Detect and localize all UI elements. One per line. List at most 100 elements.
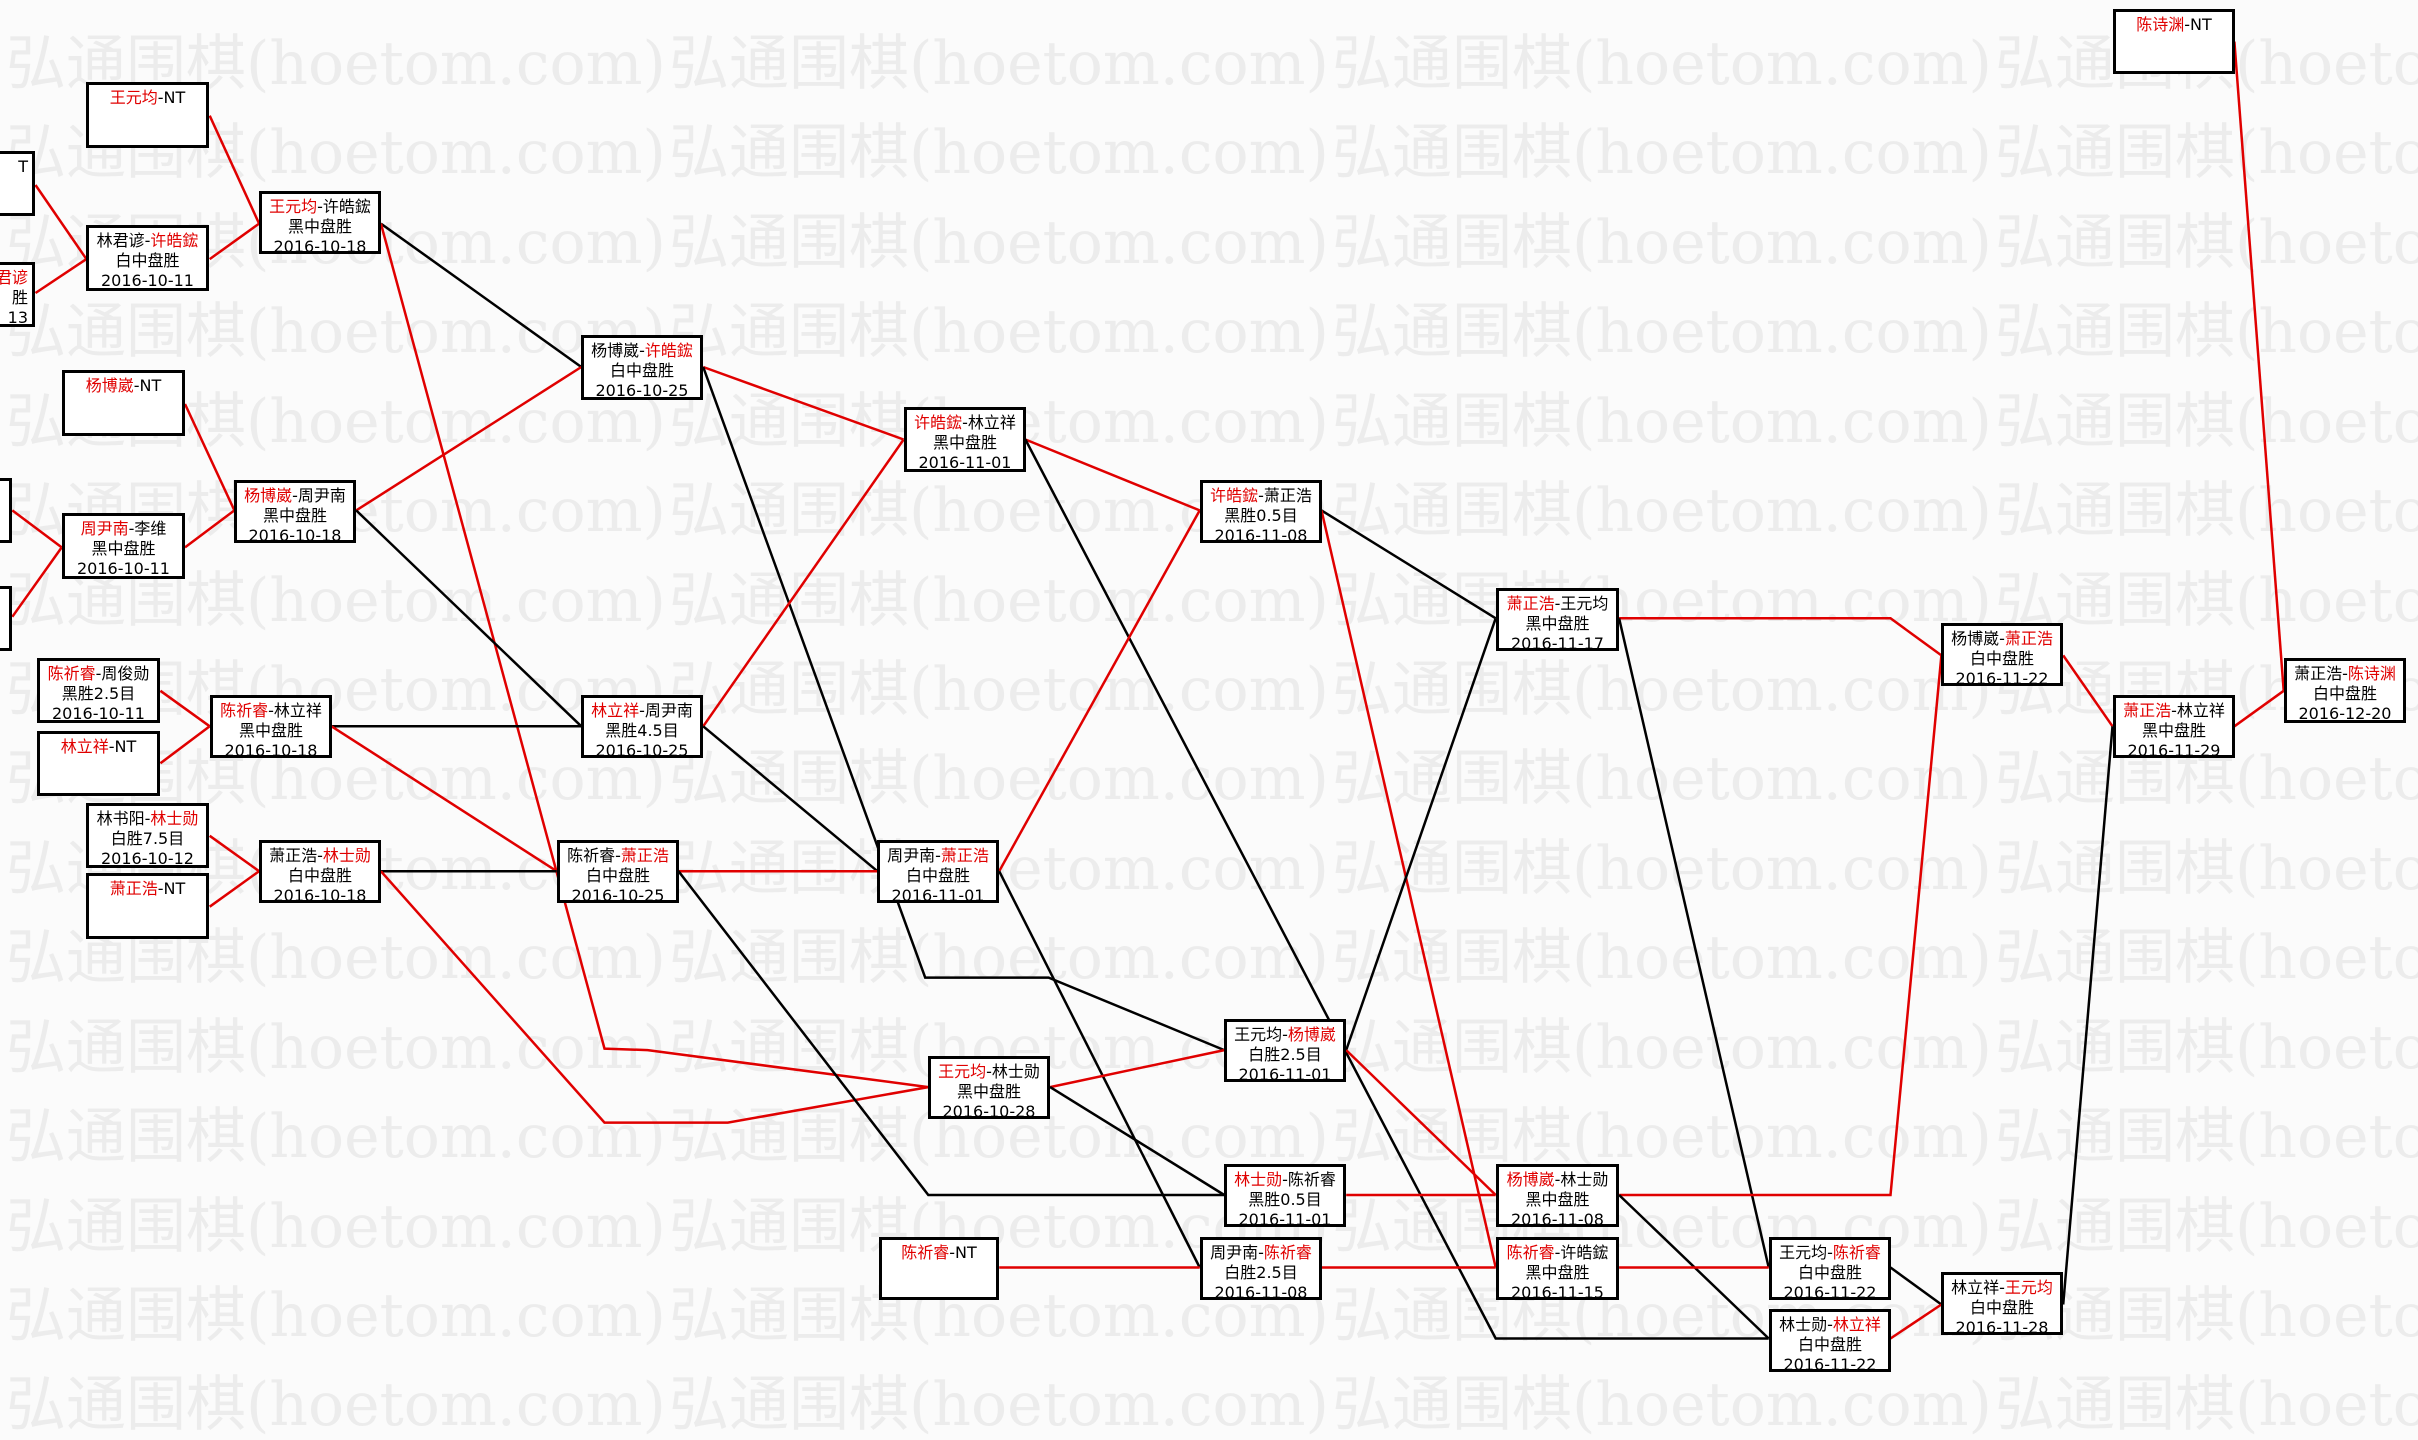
match-box[interactable]: 林立祥-周尹南 黑胜4.5目 2016-10-25 [581,695,703,758]
match-box[interactable]: 陈祈睿-许皓鋐 黑中盘胜 2016-11-15 [1496,1237,1619,1300]
player-white: 萧正浩 [940,846,989,865]
match-result: 黑胜0.5目 [1248,1190,1322,1209]
player-white: 林立祥 [2176,701,2225,720]
advance-line [159,689,211,728]
match-players: 萧正浩-王元均 [1499,594,1616,614]
player-black: 王元均 [938,1062,987,1081]
advance-line [11,546,63,618]
match-players: 陈祈睿-萧正浩 [560,846,676,866]
separator: - [1827,1315,1833,1334]
separator: - [615,846,621,865]
match-box[interactable]: 林士勋-陈祈睿 黑胜0.5目 2016-11-01 [1224,1164,1346,1227]
match-players: 周尹南-萧正浩 [880,846,996,866]
player-black: 林士勋 [1234,1170,1283,1189]
match-box[interactable]: 杨博崴-NT [62,370,185,436]
match-box[interactable]: 林君谚-许皓鋐 白中盘胜 2016-10-11 [86,225,209,291]
watermark-text: 弘通围棋(hoetom.com) [0,1375,3,1435]
advance-line [998,509,1201,872]
match-box[interactable]: 许皓鋐-林立祥 黑中盘胜 2016-11-01 [904,407,1026,472]
match-date: 13 [7,308,28,327]
player-black: 林士勋 [1779,1315,1828,1334]
match-box[interactable]: 陈祈睿-周俊勋 黑胜2.5目 2016-10-11 [37,658,160,723]
match-result: 白中盘胜 [1969,649,2034,668]
match-box[interactable]: 林立祥-NT [37,731,160,796]
match-box[interactable]: 杨博崴-许皓鋐 白中盘胜 2016-10-25 [581,335,703,400]
match-box[interactable]: 陈诗渊-NT [2113,9,2235,74]
player-white: 陈祈睿 [1263,1243,1312,1262]
match-box[interactable]: 林立祥-王元均 白中盘胜 2016-11-28 [1941,1272,2063,1335]
match-players: 君谚 [0,268,28,288]
match-date: 2016-11-22 [1955,669,2049,686]
player-white: 林立祥 [273,701,322,720]
player-black: 杨博崴 [244,486,293,505]
player-black: 杨博崴 [85,376,134,395]
match-box[interactable]: 君谚胜13 [0,262,35,327]
separator: - [317,197,323,216]
player-white: 周尹南 [297,486,346,505]
match-box[interactable] [0,586,12,651]
match-box[interactable]: 王元均-许皓鋐 黑中盘胜 2016-10-18 [259,191,381,254]
match-date: 2016-11-01 [891,886,985,903]
separator: - [2342,664,2348,683]
match-box[interactable]: T [0,151,35,216]
match-date: 2016-12-20 [2298,704,2392,723]
match-box[interactable]: 杨博崴-周尹南 黑中盘胜 2016-10-18 [234,480,356,543]
match-box[interactable] [0,478,12,543]
player-white: 许皓鋐 [644,341,693,360]
separator: - [95,664,102,683]
player-white: 林士勋 [1560,1170,1609,1189]
match-box[interactable]: 萧正浩-王元均 黑中盘胜 2016-11-17 [1496,588,1619,651]
player-black: 林立祥 [1951,1278,2000,1297]
match-players: 林君谚-许皓鋐 [89,231,206,251]
player-black: 许皓鋐 [1210,486,1259,505]
separator: - [1282,1025,1288,1044]
separator: - [128,519,135,538]
advance-line [702,365,905,441]
match-box[interactable]: 王元均-林士勋 黑中盘胜 2016-10-28 [928,1056,1050,1119]
match-box[interactable]: 周尹南-陈祈睿 白胜2.5目 2016-11-08 [1200,1237,1322,1300]
match-box[interactable]: 陈祈睿-NT [879,1237,999,1300]
match-result: 白中盘胜 [609,361,674,380]
match-box[interactable]: 王元均-NT [86,82,209,148]
match-date: 2016-10-25 [595,741,689,758]
match-result: 黑中盘胜 [238,721,303,740]
match-box[interactable]: 萧正浩-林立祥 黑中盘胜 2016-11-29 [2113,695,2235,758]
advance-line [379,870,929,1124]
match-box[interactable]: 许皓鋐-萧正浩 黑胜0.5目 2016-11-08 [1200,480,1322,543]
match-box[interactable]: 陈祈睿-林立祥 黑中盘胜 2016-10-18 [210,695,332,758]
watermark-text: 弘通围棋(hoetom.com) [669,1370,1329,1440]
match-box[interactable]: 王元均-杨博崴 白胜2.5目 2016-11-01 [1224,1019,1346,1082]
separator: - [108,737,115,756]
separator: - [2184,15,2191,34]
match-date: 2016-10-11 [101,271,194,290]
match-box[interactable]: 王元均-陈祈睿 白中盘胜 2016-11-22 [1769,1237,1891,1300]
match-box[interactable]: 萧正浩-陈诗渊 白中盘胜 2016-12-20 [2284,658,2406,723]
player-black: 君谚 [0,268,28,287]
player-black: 杨博崴 [1951,629,2000,648]
match-box[interactable]: 林书阳-林士勋 白胜7.5目 2016-10-12 [86,803,209,868]
match-box[interactable]: 陈祈睿-萧正浩 白中盘胜 2016-10-25 [557,840,679,903]
match-box[interactable]: 萧正浩-林士勋 白中盘胜 2016-10-18 [259,840,381,903]
match-box[interactable]: 林士勋-林立祥 白中盘胜 2016-11-22 [1769,1309,1891,1372]
separator: - [986,1062,992,1081]
player-white: NT [163,879,186,898]
match-result: 白中盘胜 [287,866,352,885]
drop-line [677,870,1225,1197]
separator: - [949,1243,956,1262]
player-black: 陈诗渊 [2136,15,2185,34]
match-date: 2016-10-18 [224,741,318,758]
separator: - [1554,1170,1561,1189]
match-result: 黑中盘胜 [1525,1263,1590,1282]
player-black: 陈祈睿 [47,664,96,683]
drop-line [702,725,879,873]
match-box[interactable]: 萧正浩-NT [86,873,209,939]
match-box[interactable]: 杨博崴-林士勋 黑中盘胜 2016-11-08 [1496,1164,1619,1227]
match-box[interactable]: 周尹南-李维 黑中盘胜 2016-10-11 [62,513,185,579]
match-date: 2016-11-08 [1214,526,1308,543]
advance-line [1619,617,1943,657]
player-black: 王元均 [109,88,158,107]
advance-line [1320,510,1497,1268]
match-box[interactable]: 周尹南-萧正浩 白中盘胜 2016-11-01 [877,840,999,903]
separator: - [268,701,274,720]
match-box[interactable]: 杨博崴-萧正浩 白中盘胜 2016-11-22 [1941,623,2063,686]
